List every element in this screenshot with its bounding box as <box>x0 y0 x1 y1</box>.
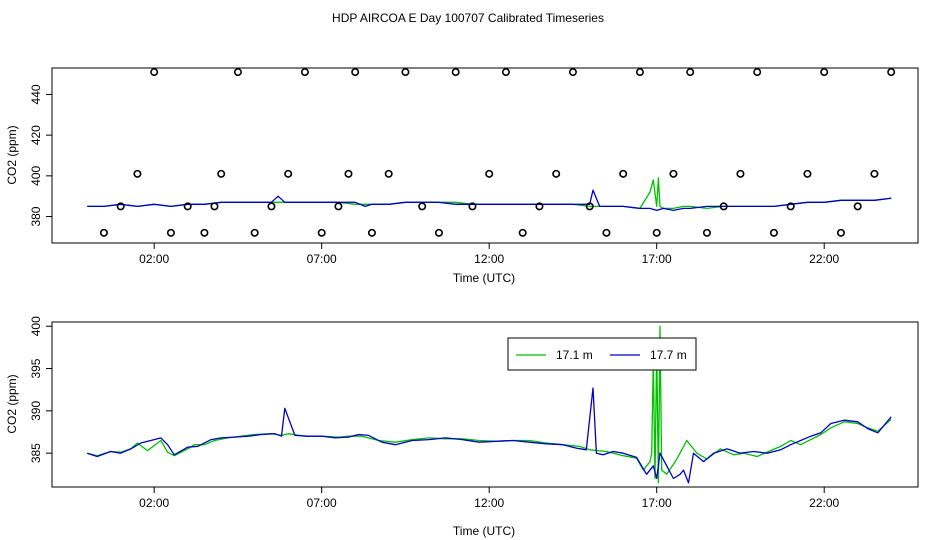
figure-title: HDP AIRCOA E Day 100707 Calibrated Times… <box>332 11 604 25</box>
top-calibration-marker <box>501 68 510 77</box>
top-calibration-marker <box>585 202 594 211</box>
bottom-panel: 02:00 07:00 12:00 17:00 22:00 385 390 395 400 T… <box>5 316 919 538</box>
bottom-y-tick-label: 400 <box>29 316 43 336</box>
top-calibration-marker <box>686 68 695 77</box>
legend-box <box>507 337 697 371</box>
bottom-plot-marks <box>86 325 892 484</box>
top-calibration-marker <box>719 202 728 211</box>
top-calibration-marker <box>200 228 209 237</box>
bottom-plot-frame <box>51 321 919 488</box>
top-calibration-marker <box>769 228 778 237</box>
bottom-y-tick-label: 395 <box>29 358 43 378</box>
top-y-axis-label: CO2 (ppm) <box>5 125 19 184</box>
top-x-tick-label: 22:00 <box>809 252 839 266</box>
top-plot-marks <box>87 68 896 237</box>
bottom-x-axis: 02:00 07:00 12:00 17:00 22:00 <box>139 487 840 510</box>
top-x-tick-label: 07:00 <box>307 252 337 266</box>
top-calibration-marker <box>401 68 410 77</box>
top-series-line-s17_7 <box>87 189 892 212</box>
top-calibration-marker <box>786 202 795 211</box>
legend-label-17-7: 17.7 m <box>650 348 687 362</box>
top-calibration-marker <box>652 228 661 237</box>
top-calibration-marker <box>451 68 460 77</box>
top-calibration-marker <box>250 228 259 237</box>
top-calibration-marker <box>568 68 577 77</box>
bottom-x-axis-label: Time (UTC) <box>453 524 515 538</box>
bottom-y-axis-label: CO2 (ppm) <box>5 374 19 433</box>
top-calibration-marker <box>384 169 393 178</box>
top-calibration-marker <box>267 202 276 211</box>
top-calibration-marker <box>133 169 142 178</box>
top-calibration-marker <box>99 228 108 237</box>
legend: 17.1 m 17.7 m <box>507 337 697 371</box>
top-calibration-marker <box>518 228 527 237</box>
bottom-y-tick-label: 385 <box>29 443 43 463</box>
top-calibration-marker <box>367 228 376 237</box>
top-calibration-marker <box>602 228 611 237</box>
top-y-axis: 380 400 420 440 <box>29 84 52 227</box>
top-panel: 02:00 07:00 12:00 17:00 22:00 380 400 420 440 T… <box>5 67 919 285</box>
top-calibration-marker <box>233 68 242 77</box>
top-calibration-marker <box>344 169 353 178</box>
top-y-tick-label: 380 <box>29 206 43 226</box>
bottom-y-tick-label: 390 <box>29 401 43 421</box>
top-calibration-marker <box>210 202 219 211</box>
top-x-tick-label: 12:00 <box>474 252 504 266</box>
top-calibration-marker <box>669 169 678 178</box>
top-calibration-marker <box>702 228 711 237</box>
top-x-tick-label: 17:00 <box>642 252 672 266</box>
top-calibration-marker <box>351 68 360 77</box>
top-calibration-marker <box>803 169 812 178</box>
top-calibration-marker <box>217 169 226 178</box>
top-x-axis-label: Time (UTC) <box>453 271 515 285</box>
bottom-x-tick-label: 22:00 <box>809 496 839 510</box>
top-calibration-marker <box>635 68 644 77</box>
top-calibration-marker <box>535 202 544 211</box>
top-calibration-marker <box>552 169 561 178</box>
top-calibration-marker <box>853 202 862 211</box>
top-calibration-marker <box>887 68 896 77</box>
top-calibration-marker <box>434 228 443 237</box>
top-calibration-marker <box>116 202 125 211</box>
top-calibration-marker <box>468 202 477 211</box>
top-x-axis: 02:00 07:00 12:00 17:00 22:00 <box>139 243 840 266</box>
bottom-x-tick-label: 12:00 <box>474 496 504 510</box>
bottom-x-tick-label: 02:00 <box>139 496 169 510</box>
top-calibration-marker <box>753 68 762 77</box>
top-calibration-marker <box>870 169 879 178</box>
legend-label-17-1: 17.1 m <box>556 348 593 362</box>
top-calibration-marker <box>736 169 745 178</box>
bottom-series-line-s17_1 <box>87 325 892 484</box>
top-calibration-marker <box>334 202 343 211</box>
top-calibration-marker <box>485 169 494 178</box>
bottom-series-line-s17_7 <box>86 387 892 484</box>
top-calibration-marker <box>183 202 192 211</box>
top-y-tick-label: 440 <box>29 84 43 104</box>
top-plot-frame <box>51 67 919 244</box>
bottom-x-tick-label: 17:00 <box>642 496 672 510</box>
top-calibration-marker <box>619 169 628 178</box>
top-calibration-marker <box>317 228 326 237</box>
top-calibration-marker <box>836 228 845 237</box>
top-calibration-marker <box>418 202 427 211</box>
top-calibration-marker <box>150 68 159 77</box>
top-y-tick-label: 420 <box>29 125 43 145</box>
top-calibration-marker <box>820 68 829 77</box>
bottom-x-tick-label: 07:00 <box>307 496 337 510</box>
bottom-y-axis: 385 390 395 400 <box>29 316 52 463</box>
top-calibration-marker <box>166 228 175 237</box>
top-x-tick-label: 02:00 <box>139 252 169 266</box>
top-y-tick-label: 400 <box>29 166 43 186</box>
top-calibration-marker <box>284 169 293 178</box>
top-calibration-marker <box>300 68 309 77</box>
